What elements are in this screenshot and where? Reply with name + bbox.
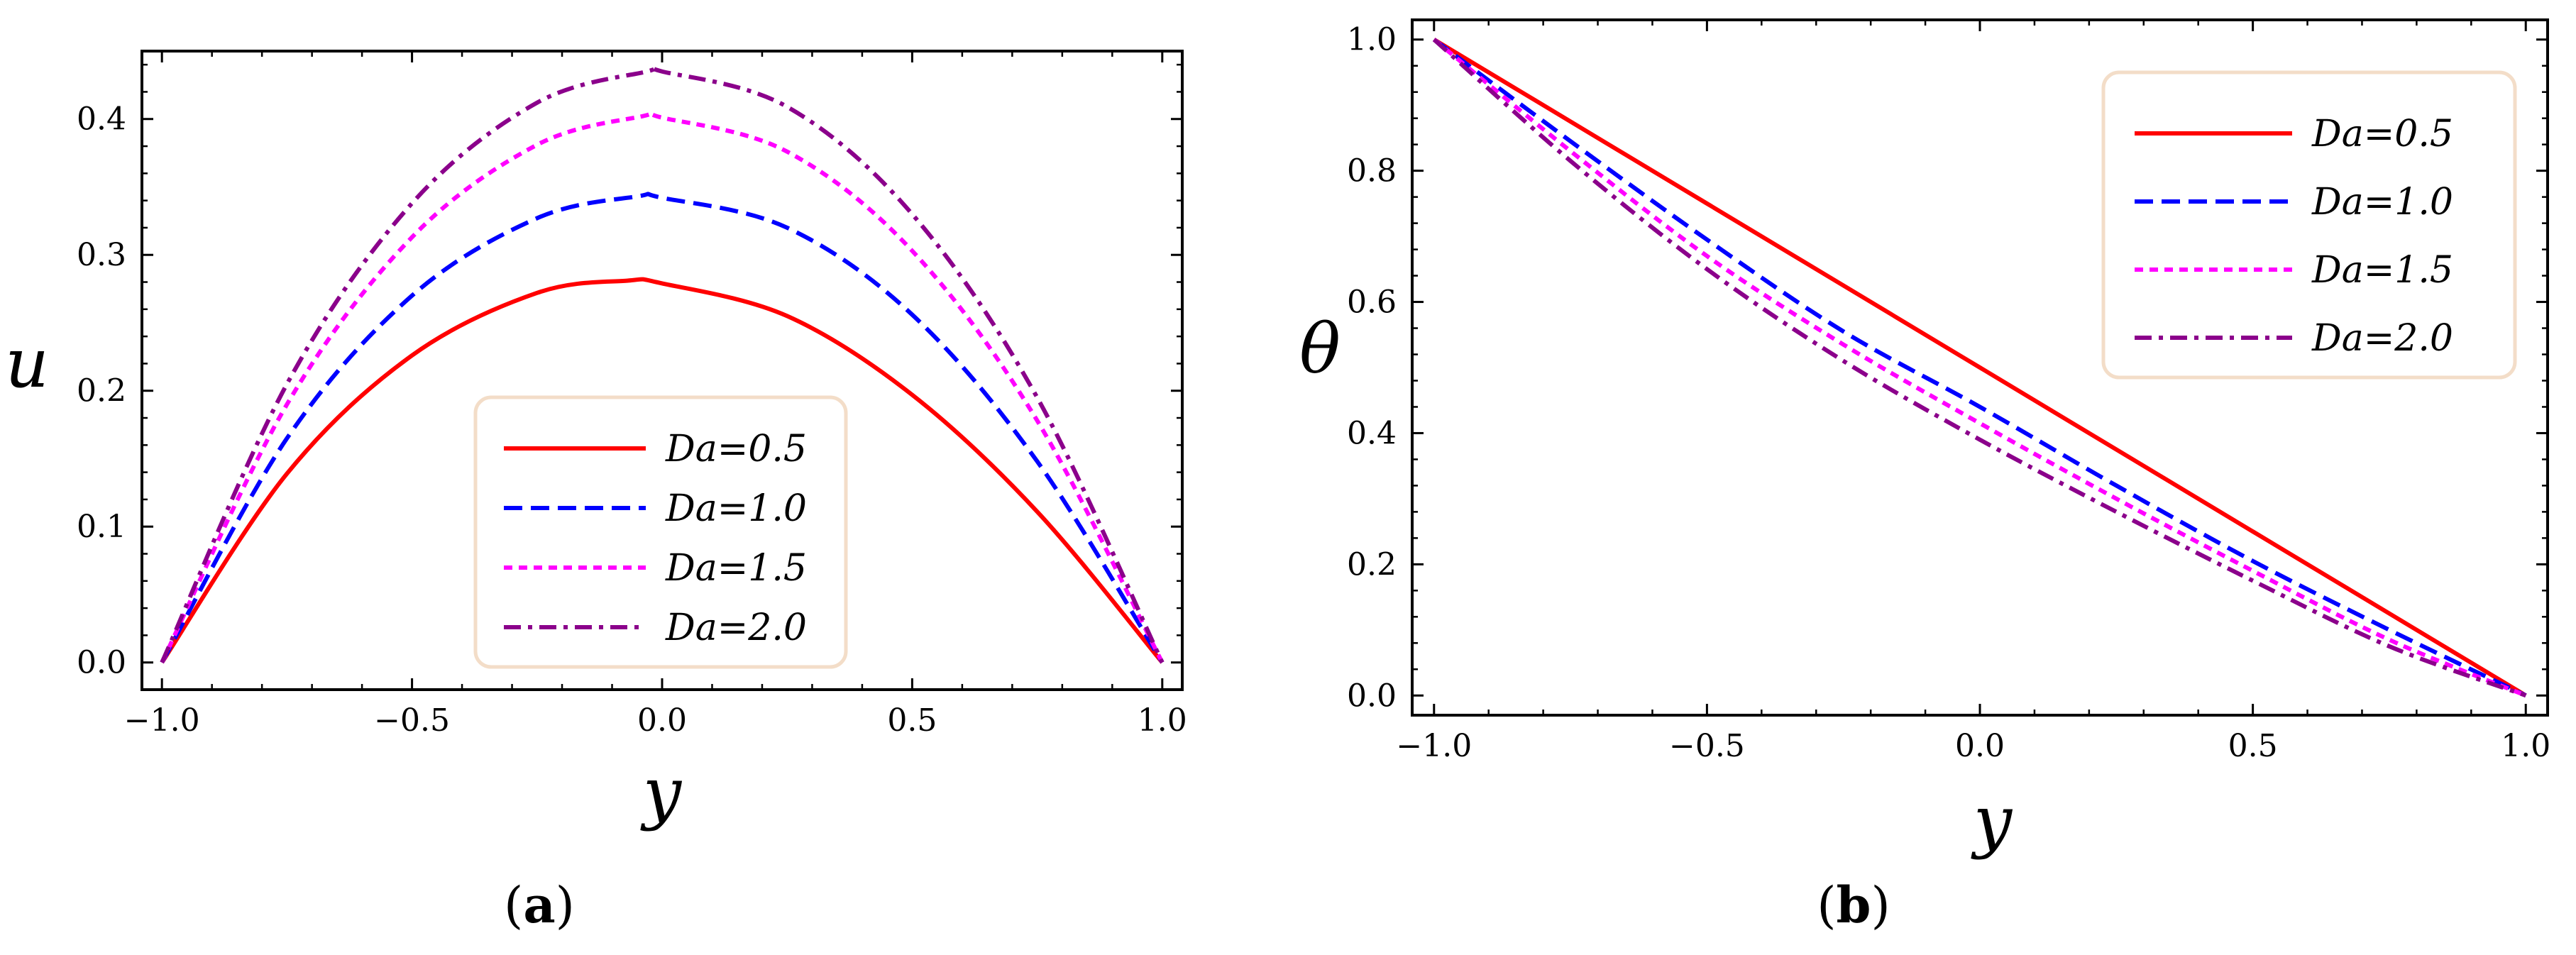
legend-box bbox=[2101, 70, 2517, 380]
series-group bbox=[1432, 38, 2527, 698]
x-tick-label: −0.5 bbox=[374, 702, 450, 739]
x-tick-label: 1.0 bbox=[2501, 728, 2550, 764]
x-axis-label: y bbox=[1971, 781, 2013, 861]
y-tick-label: 0.0 bbox=[77, 645, 126, 681]
y-axis-label: u bbox=[5, 324, 49, 403]
y-tick-label: 0.1 bbox=[77, 509, 126, 545]
x-tick-label: −1.0 bbox=[124, 702, 200, 739]
chart-panel-a: −1.0 −0.5 0.0 0.5 1.00.00.10.20.30.4 Da=0.5D… bbox=[5, 50, 1187, 934]
y-tick-label: 0.6 bbox=[1347, 285, 1397, 321]
series-group bbox=[160, 65, 1165, 664]
y-axis-label: θ bbox=[1299, 309, 1341, 389]
legend-label: Da=2.0 bbox=[2311, 317, 2453, 360]
panel-label-a: (a) bbox=[504, 876, 575, 934]
legend-label: Da=1.0 bbox=[2311, 181, 2453, 223]
legend: Da=0.5 Da=1.0 Da=1.5 Da=2.0 bbox=[2135, 113, 2453, 360]
y-tick-label: 0.0 bbox=[1347, 678, 1397, 714]
series-line bbox=[1432, 38, 2527, 698]
x-tick-label: 0.5 bbox=[2228, 728, 2278, 764]
y-tick-label: 0.2 bbox=[1347, 546, 1397, 583]
legend-label: Da=2.0 bbox=[665, 607, 807, 649]
series-line bbox=[160, 277, 1165, 664]
x-tick-label: −0.5 bbox=[1669, 728, 1745, 764]
series-line bbox=[160, 65, 1165, 663]
series-line bbox=[160, 192, 1165, 664]
x-tick-label: −1.0 bbox=[1396, 728, 1472, 764]
series-line bbox=[160, 111, 1165, 664]
axis-ticks: −1.0 −0.5 0.0 0.5 1.0 0.0 0.2 0.4 0.6 0.8 1.0 bbox=[1347, 20, 2550, 764]
legend-label: Da=1.0 bbox=[665, 487, 807, 530]
panel-label-b: (b) bbox=[1817, 876, 1890, 934]
legend: Da=0.5 Da=1.0 Da=1.5 Da=2.0 bbox=[504, 428, 807, 649]
legend-label: Da=1.5 bbox=[665, 547, 807, 590]
chart-panel-b: −1.0 −0.5 0.0 0.5 1.0 0.0 0.2 0.4 0.6 0.8 1.0 Da=0… bbox=[1299, 18, 2550, 934]
y-tick-label: 0.2 bbox=[77, 373, 126, 409]
y-tick-label: 0.8 bbox=[1347, 153, 1397, 189]
series-line bbox=[1433, 38, 2527, 697]
series-line bbox=[1432, 38, 2527, 697]
series-line bbox=[1432, 38, 2527, 698]
legend-label: Da=0.5 bbox=[665, 428, 807, 470]
y-tick-label: 0.4 bbox=[1347, 415, 1397, 451]
x-tick-label: 1.0 bbox=[1138, 702, 1187, 739]
x-tick-label: 0.0 bbox=[1955, 728, 2005, 764]
axis-ticks: −1.0 −0.5 0.0 0.5 1.0 0.0 0.1 0.2 0.3 0.4 bbox=[77, 51, 1187, 739]
x-axis-label: y bbox=[640, 753, 683, 832]
x-tick-label: 0.0 bbox=[637, 702, 687, 739]
legend-label: Da=1.5 bbox=[2311, 249, 2453, 292]
legend-label: Da=0.5 bbox=[2311, 113, 2453, 155]
y-tick-label: 0.4 bbox=[77, 101, 126, 138]
x-tick-label: 0.5 bbox=[887, 702, 937, 739]
y-tick-label: 1.0 bbox=[1347, 22, 1397, 58]
y-tick-label: 0.3 bbox=[77, 237, 126, 273]
legend-box bbox=[473, 395, 848, 669]
